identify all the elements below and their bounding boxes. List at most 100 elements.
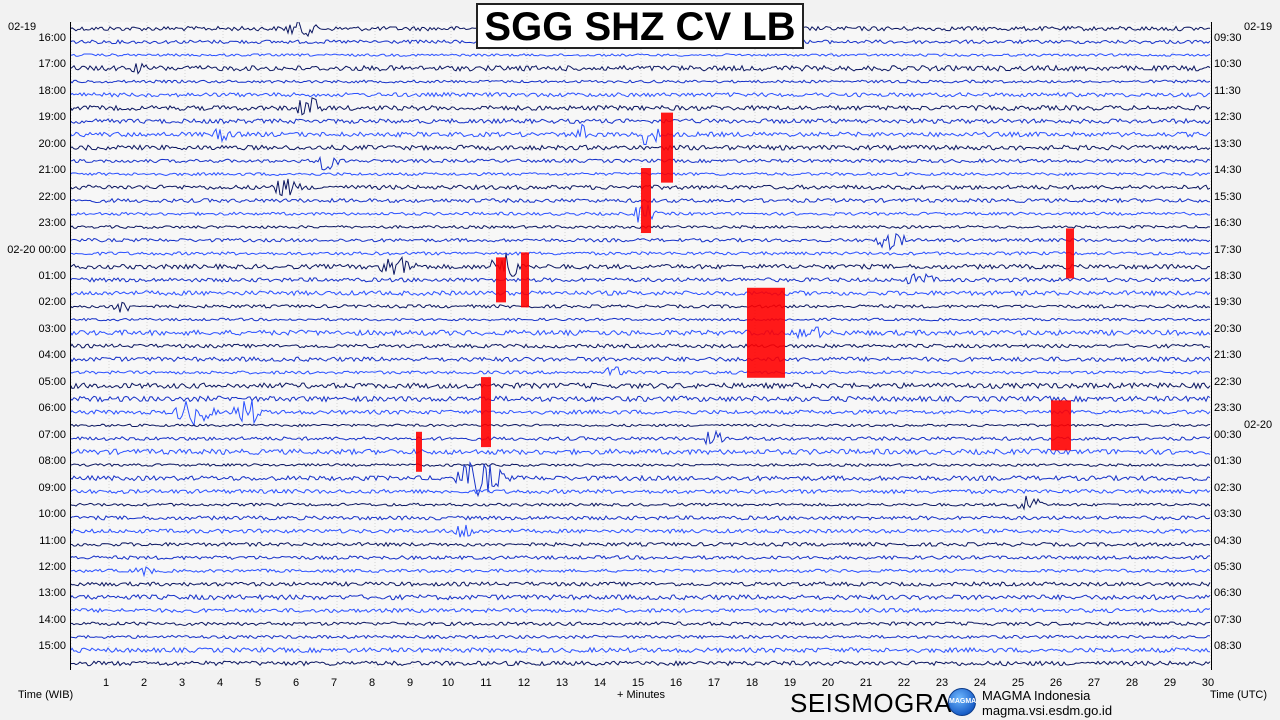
seismic-trace (71, 634, 1211, 640)
utc-hour-label: 16:30 (1214, 217, 1242, 230)
seismic-trace (71, 660, 1211, 667)
seismic-trace (71, 581, 1211, 588)
wib-hour-label: 08:00 (38, 455, 66, 468)
utc-hour-label: 07:30 (1214, 613, 1242, 626)
seismic-trace (71, 524, 1211, 538)
seismic-trace (71, 326, 1211, 340)
right-axis-title: Time (UTC) (1210, 689, 1268, 701)
clipped-signal (416, 431, 422, 472)
minute-tick-label: 20 (821, 677, 835, 689)
seismogram-traces (71, 22, 1211, 670)
seismic-trace (71, 423, 1211, 428)
utc-hour-label: 10:30 (1214, 58, 1242, 71)
utc-hour-label: 14:30 (1214, 164, 1242, 177)
wib-hour-label: 02-20 00:00 (7, 243, 66, 256)
right-date-top: 02-19 (1244, 21, 1273, 33)
seismic-trace (71, 461, 1211, 498)
seismogram-brand: SEISMOGRAM (790, 688, 975, 718)
wib-hour-label: 13:00 (38, 587, 66, 600)
seismic-trace (71, 395, 1211, 403)
seismic-trace (71, 155, 1211, 171)
seismic-trace (71, 462, 1211, 468)
wib-hour-label: 21:00 (38, 164, 66, 177)
utc-hour-label: 04:30 (1214, 534, 1242, 547)
minute-tick-label: 1 (102, 677, 110, 689)
minute-tick-label: 12 (517, 677, 531, 689)
utc-hour-label: 09:30 (1214, 32, 1242, 44)
org-url: magma.vsi.esdm.go.id (982, 703, 1113, 718)
minute-tick-label: 3 (178, 677, 186, 689)
x-axis-title: + Minutes (617, 689, 665, 701)
wib-hour-label: 22:00 (38, 190, 66, 203)
seismic-trace (71, 646, 1211, 654)
seismic-trace (71, 301, 1211, 313)
seismic-trace (71, 317, 1210, 322)
org-name: MAGMA Indonesia (982, 688, 1091, 703)
clipped-signal (641, 168, 651, 234)
seismic-trace (71, 91, 1211, 98)
utc-hour-label: 11:30 (1214, 84, 1241, 97)
minute-tick-label: 11 (480, 677, 492, 689)
left-axis-title: Time (WIB) (18, 689, 74, 701)
minute-tick-label: 24 (973, 677, 987, 689)
wib-hour-label: 03:00 (38, 322, 66, 335)
seismic-trace (71, 289, 1211, 297)
minute-tick-label: 22 (897, 677, 911, 689)
seismic-trace (71, 144, 1211, 152)
wib-hour-label: 02:00 (38, 296, 66, 309)
minute-tick-label: 9 (406, 677, 414, 689)
minute-tick-label: 6 (292, 677, 300, 689)
seismic-trace (71, 381, 1211, 390)
seismic-trace (71, 621, 1211, 627)
minute-tick-label: 18 (745, 677, 759, 689)
minute-tick-label: 28 (1125, 677, 1139, 689)
clipped-signal (521, 252, 529, 308)
utc-hour-label: 17:30 (1214, 243, 1242, 256)
utc-hour-label: 02:30 (1214, 481, 1242, 494)
clipped-signal (1051, 400, 1071, 451)
magma-logo-icon: MAGMA (948, 688, 976, 716)
wib-hour-label: 18:00 (38, 84, 66, 97)
seismic-trace (71, 79, 1211, 84)
seismic-trace (71, 343, 1211, 349)
wib-hour-label: 12:00 (38, 560, 66, 573)
wib-hour-label: 17:00 (38, 58, 66, 71)
wib-hour-label: 20:00 (38, 137, 66, 150)
seismic-trace (71, 171, 1211, 177)
seismic-trace (71, 447, 1211, 456)
utc-hour-label: 13:30 (1214, 137, 1242, 150)
utc-hour-label: 20:30 (1214, 322, 1242, 335)
minute-tick-label: 21 (859, 677, 873, 689)
seismic-trace (71, 366, 1211, 377)
utc-hour-label: 22:30 (1214, 375, 1242, 388)
utc-hour-label: 21:30 (1214, 349, 1242, 362)
seismic-trace (71, 232, 1211, 251)
seismic-trace (71, 593, 1211, 601)
minute-tick-label: 13 (555, 677, 569, 689)
seismic-trace (71, 117, 1211, 125)
wib-hour-label: 06:00 (38, 402, 66, 415)
wib-hour-label: 04:00 (38, 349, 66, 362)
seismic-trace (71, 197, 1211, 204)
seismic-trace (71, 607, 1211, 614)
seismic-trace (71, 224, 1211, 230)
minute-tick-label: 5 (254, 677, 262, 689)
utc-hour-label: 06:30 (1214, 587, 1242, 600)
utc-hour-label: 15:30 (1214, 190, 1242, 203)
wib-hour-label: 14:00 (38, 613, 66, 626)
minute-tick-label: 30 (1201, 677, 1215, 689)
wib-hour-label: 16:00 (38, 32, 66, 44)
minute-tick-label: 17 (707, 677, 721, 689)
wib-hour-label: 23:00 (38, 217, 66, 230)
minute-tick-label: 4 (216, 677, 224, 689)
seismic-trace (71, 204, 1211, 223)
utc-hour-label: 01:30 (1214, 455, 1242, 468)
seismic-trace (71, 400, 1211, 427)
seismic-trace (71, 123, 1211, 145)
utc-hour-label: 08:30 (1214, 640, 1242, 653)
minute-tick-label: 19 (783, 677, 797, 689)
seismogram-plot (70, 22, 1212, 670)
minute-tick-label: 23 (935, 677, 949, 689)
seismic-trace (71, 495, 1211, 511)
left-date-top: 02-19 (8, 21, 37, 33)
